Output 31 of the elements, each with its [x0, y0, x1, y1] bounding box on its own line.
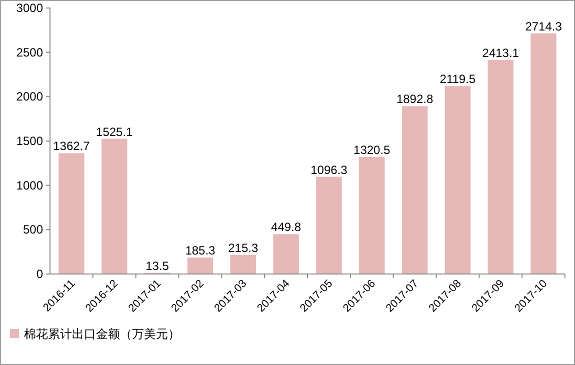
data-label: 1892.8 — [396, 92, 434, 106]
data-label: 449.8 — [271, 220, 302, 234]
y-tick-label: 1500 — [16, 134, 44, 148]
data-label: 185.3 — [185, 244, 216, 258]
y-tick-label: 3000 — [16, 1, 44, 15]
y-tick-label: 0 — [36, 267, 44, 281]
data-label: 2413.1 — [482, 46, 520, 60]
bar — [488, 60, 514, 274]
data-label: 1320.5 — [354, 142, 391, 157]
data-label: 1096.3 — [310, 162, 348, 177]
data-label: 2119.5 — [440, 72, 476, 86]
data-label: 2714.3 — [525, 19, 562, 34]
bar — [102, 138, 128, 274]
bar — [402, 106, 428, 274]
bar — [230, 254, 256, 274]
y-tick-label: 1000 — [16, 178, 44, 192]
data-label: 1362.7 — [53, 139, 90, 154]
y-tick-label: 2000 — [16, 90, 44, 104]
bar — [444, 86, 471, 274]
bar — [58, 153, 84, 274]
bar — [359, 156, 385, 274]
data-label: 13.5 — [146, 258, 170, 273]
y-tick-label: 500 — [22, 222, 44, 237]
bar — [316, 176, 342, 274]
bar — [273, 234, 299, 274]
legend-label: 棉花累计出口金额（万美元） — [24, 327, 180, 341]
data-label: 215.3 — [228, 240, 258, 255]
y-tick-label: 2500 — [16, 45, 44, 60]
bar — [187, 258, 214, 274]
bar — [530, 33, 556, 274]
data-label: 1525.1 — [96, 124, 134, 139]
